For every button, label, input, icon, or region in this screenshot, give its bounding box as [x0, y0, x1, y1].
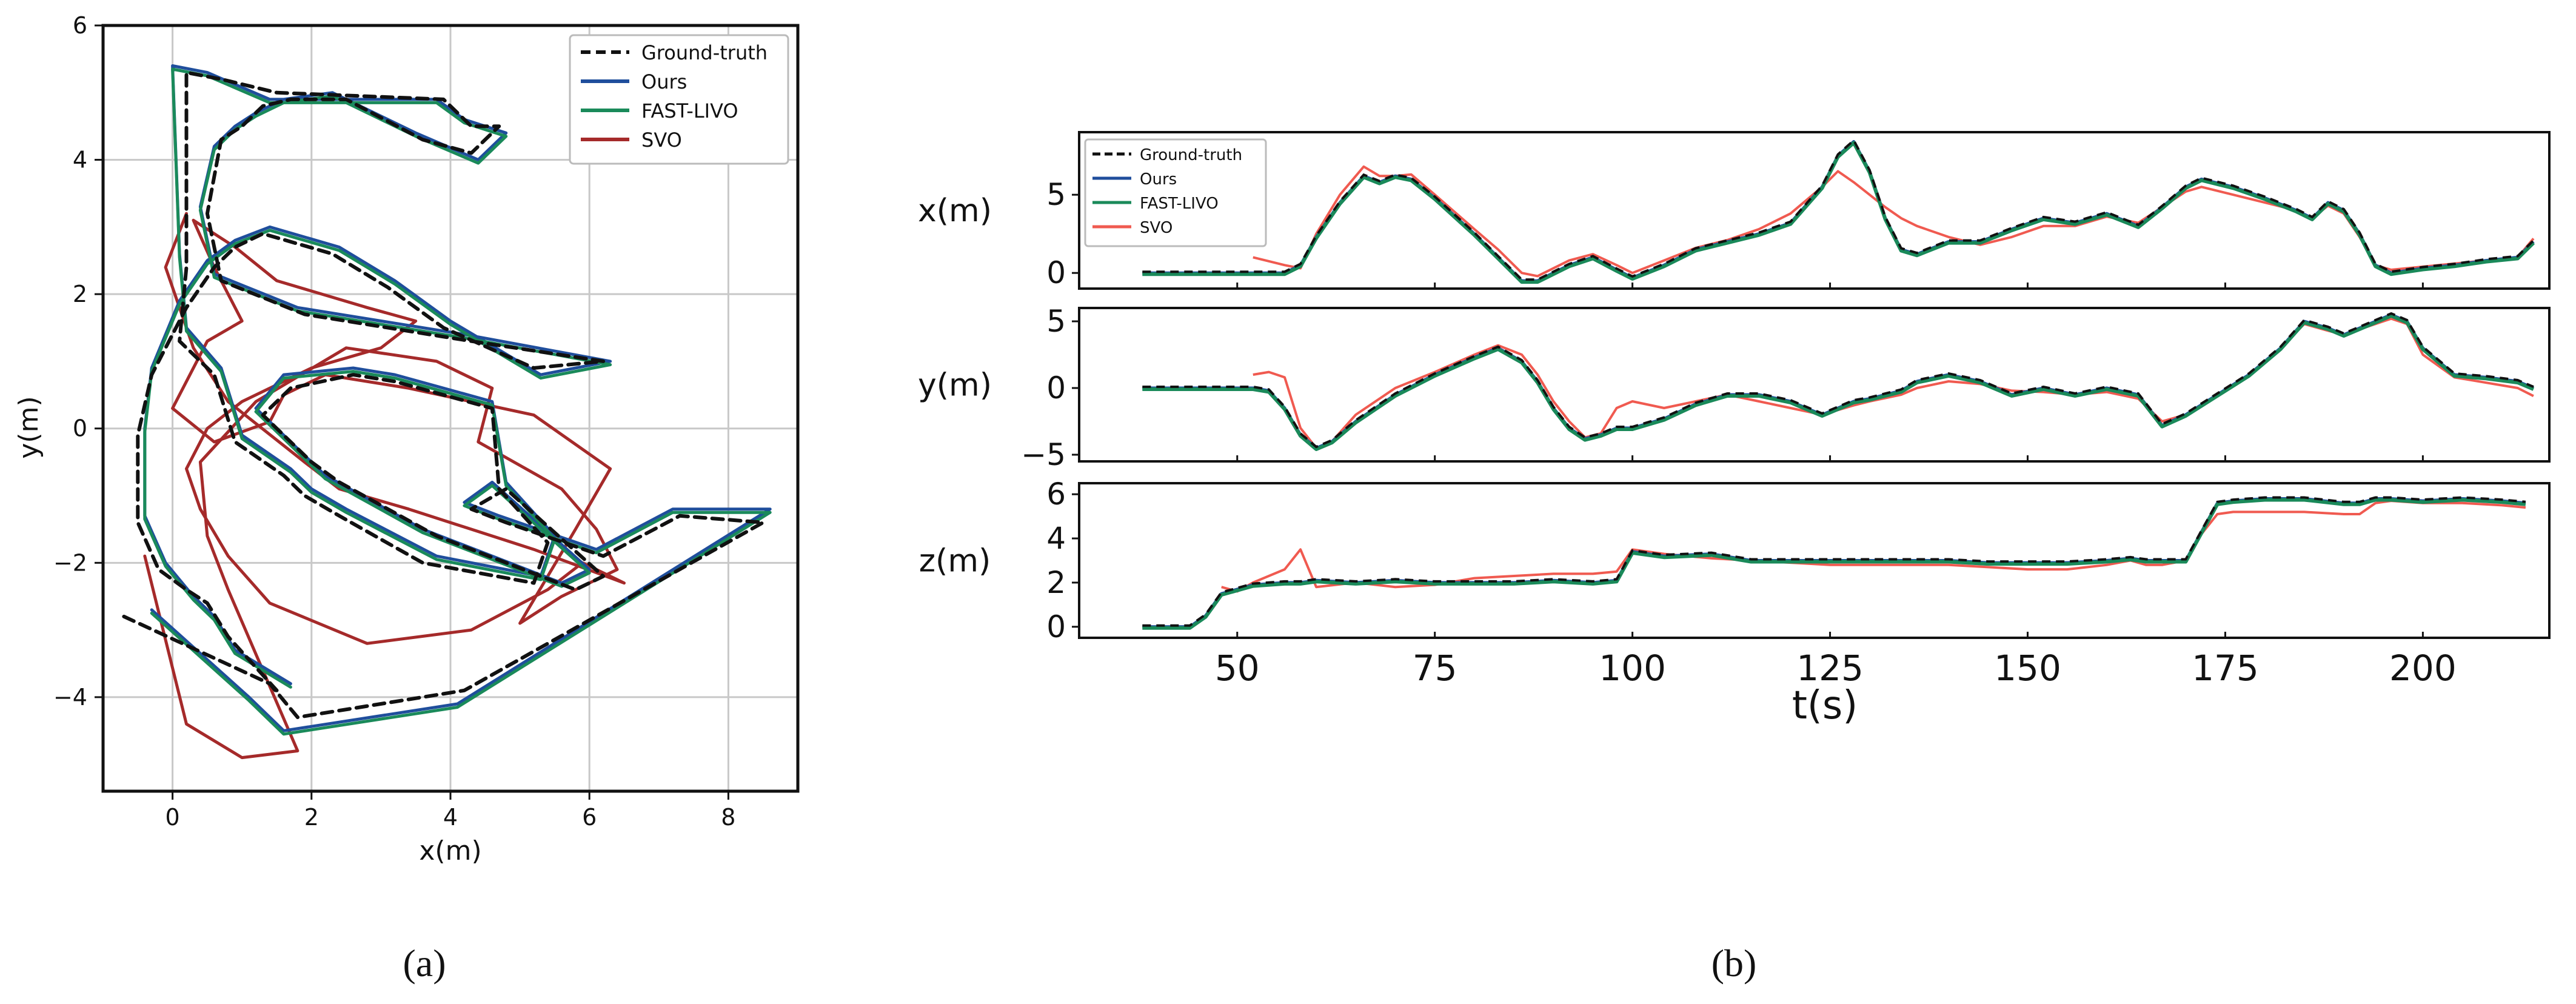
panel-a-xlabel: x(m)	[419, 835, 481, 866]
caption-b: (b)	[1711, 942, 1757, 985]
panel-b-ylabel-x: x(m)	[918, 193, 992, 229]
panel-b-y-ytick-label-2: 5	[1046, 304, 1066, 339]
panel-b-xtick-label-1: 75	[1413, 648, 1457, 689]
panel-b-y-series-ground-truth	[1142, 312, 2534, 449]
panel-b-x-ytick-label-1: 5	[1046, 177, 1066, 212]
legend-a-ours-label: Ours	[641, 70, 687, 93]
panel-b-z-ytick-label-0: 0	[1046, 609, 1066, 644]
panel-a-xtick-label-4: 8	[721, 804, 735, 831]
panel-b-xtick-label-6: 200	[2389, 648, 2457, 689]
panel-b-y-ytick-label-1: 0	[1046, 370, 1066, 406]
panel-b-ylabel-z: z(m)	[919, 543, 991, 580]
panel-b-xtick-label-0: 50	[1215, 648, 1260, 689]
legend-b-ground-truth-label: Ground-truth	[1140, 146, 1242, 164]
panel-a-ytick-label-0: −4	[53, 684, 87, 711]
panel-b-x-series-ground-truth	[1142, 138, 2535, 281]
caption-a: (a)	[403, 942, 446, 985]
panel-b-plot-area-y	[1079, 308, 2549, 461]
panel-a-series	[122, 64, 772, 760]
legend-b-fast-livo-label: FAST-LIVO	[1140, 195, 1219, 213]
panel-b-z-series-fast-livo	[1142, 498, 2526, 630]
panel-b-frame-x	[1078, 131, 2551, 290]
panel-b-plot-area-x	[1079, 132, 2549, 289]
panel-a-xtick-label-3: 6	[582, 804, 597, 831]
panel-b-y-ytick-label-0: −5	[1021, 437, 1066, 472]
legend-a-svo-label: SVO	[641, 129, 682, 152]
panel-a-ytick-label-4: 4	[73, 147, 87, 173]
panel-a-xtick-label-1: 2	[304, 804, 319, 831]
panel-b-subplot-y: −5 0 5 y(m)	[918, 304, 2551, 472]
panel-b-xtick-label-4: 150	[1994, 648, 2061, 689]
panel-a-series-svo	[143, 212, 626, 760]
panel-b-x-ytick-label-0: 0	[1046, 255, 1066, 290]
panel-b-xtick-label-5: 175	[2192, 648, 2259, 689]
panel-a-xtick-label-0: 0	[166, 804, 180, 831]
panel-b-y-series-fast-livo	[1142, 314, 2535, 451]
legend-b-ours-label: Ours	[1140, 170, 1177, 189]
panel-b-subplot-z: 0 2 4 6 z(m)	[919, 477, 2551, 644]
panel-a-ytick-label-1: −2	[53, 549, 87, 576]
panel-b-xticks: 50 75 100 125 150 175 200	[1215, 648, 2457, 689]
panel-b-z-ytick-label-3: 6	[1046, 477, 1066, 512]
panel-a-series-ground-truth	[122, 70, 765, 720]
panel-b-z-ytick-label-2: 4	[1046, 521, 1066, 556]
panel-a-ylabel: y(m)	[13, 396, 44, 458]
panel-a-xtick-label-2: 4	[443, 804, 458, 831]
panel-a-trajectory-plot: 0 2 4 6 8 −4 −2 0 2 4 6 x(m) y(m) Ground-truth Our…	[13, 12, 800, 866]
panel-b-ylabel-y: y(m)	[918, 367, 992, 404]
panel-b-frame-y	[1078, 307, 2551, 463]
panel-b-z-series-ground-truth	[1142, 496, 2526, 627]
legend-b-svo-label: SVO	[1140, 219, 1173, 237]
panel-a-legend-box	[569, 34, 789, 165]
panel-b-subplot-x: 0 5 x(m)	[918, 131, 2551, 290]
panel-a-ytick-label-2: 0	[73, 415, 87, 442]
panel-b-time-series: 0 5 x(m) −5 0 5 y(m) 0 2 4 6 z(m) 50 75 100 125 150 17…	[918, 131, 2551, 728]
panel-b-xlabel: t(s)	[1792, 683, 1858, 728]
panel-a-series-ours	[143, 64, 772, 732]
panel-a-ytick-label-3: 2	[73, 281, 87, 307]
legend-a-fast-livo-label: FAST-LIVO	[641, 99, 738, 122]
panel-a-ytick-label-5: 6	[73, 12, 87, 39]
panel-a-legend: Ground-truth Ours FAST-LIVO SVO	[569, 34, 789, 165]
panel-b-xtick-label-3: 125	[1796, 648, 1864, 689]
panel-a-ticks: 0 2 4 6 8 −4 −2 0 2 4 6	[53, 12, 736, 831]
panel-b-frame-z	[1078, 482, 2551, 639]
panel-b-legend: Ground-truth Ours FAST-LIVO SVO	[1084, 138, 1267, 247]
panel-b-z-series-svo	[1221, 500, 2526, 593]
panel-b-legend-box	[1084, 138, 1267, 247]
panel-b-z-ytick-label-1: 2	[1046, 565, 1066, 600]
legend-a-ground-truth-label: Ground-truth	[641, 41, 768, 64]
panel-b-xtick-label-2: 100	[1599, 648, 1666, 689]
